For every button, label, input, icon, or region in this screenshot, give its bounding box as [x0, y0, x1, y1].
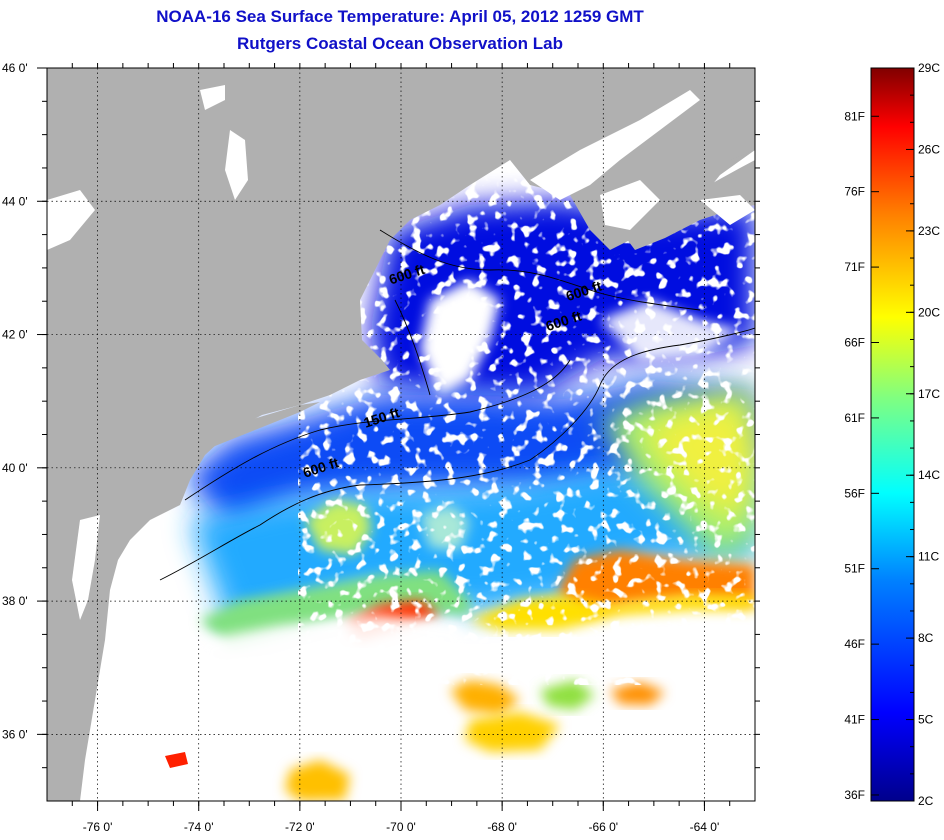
- colorbar-gradient: [870, 67, 915, 802]
- map-axes: -76 0' -74 0' -72 0' -70 0' -68 0' -66 0' -64 …: [2, 61, 760, 834]
- fahrenheit-tick-label: 56F: [844, 486, 865, 500]
- fahrenheit-tick-label: 76F: [844, 185, 865, 199]
- fahrenheit-tick-label: 36F: [844, 788, 865, 802]
- fahrenheit-tick-label: 61F: [844, 411, 865, 425]
- lon-tick-label: -66 0': [588, 820, 618, 834]
- land-cloud-patches: [47, 85, 755, 801]
- bathymetry-contours: [159, 229, 755, 581]
- fahrenheit-tick-label: 71F: [844, 260, 865, 274]
- lat-tick-label: 42 0': [2, 328, 28, 342]
- celsius-tick-label: 20C: [918, 305, 940, 319]
- fahrenheit-tick-label: 41F: [844, 713, 865, 727]
- celsius-tick-label: 11C: [918, 550, 939, 564]
- celsius-tick-label: 14C: [918, 468, 940, 482]
- lon-tick-label: -72 0': [285, 820, 315, 834]
- celsius-tick-label: 2C: [918, 794, 934, 808]
- lat-lon-grid: [47, 68, 755, 801]
- lat-tick-label: 40 0': [2, 461, 28, 475]
- lon-tick-label: -68 0': [487, 820, 517, 834]
- celsius-tick-label: 29C: [918, 61, 940, 75]
- lon-tick-label: -70 0': [386, 820, 416, 834]
- fahrenheit-tick-label: 46F: [844, 637, 865, 651]
- celsius-tick-label: 17C: [918, 387, 940, 401]
- lon-tick-label: -76 0': [83, 820, 113, 834]
- sst-field: [165, 190, 755, 801]
- map-title: NOAA-16 Sea Surface Temperature: April 0…: [156, 7, 644, 26]
- fahrenheit-tick-label: 66F: [844, 335, 865, 349]
- land-masses: [47, 68, 755, 801]
- lon-tick-label: -74 0': [184, 820, 214, 834]
- celsius-tick-label: 26C: [918, 142, 940, 156]
- colorbar: 29C 26C 23C 20C 17C 14C 11C 8C 5C 2C 81F 76F 71F 66F 6…: [844, 61, 940, 808]
- map-subtitle: Rutgers Coastal Ocean Observation Lab: [237, 34, 563, 53]
- lat-tick-label: 44 0': [2, 194, 28, 208]
- colorbar-ticks: 29C 26C 23C 20C 17C 14C 11C 8C 5C 2C 81F 76F 71F 66F 6…: [844, 61, 940, 808]
- fahrenheit-tick-label: 51F: [844, 562, 865, 576]
- celsius-tick-label: 5C: [918, 713, 934, 727]
- celsius-tick-label: 8C: [918, 631, 934, 645]
- lat-tick-label: 46 0': [2, 61, 28, 75]
- fahrenheit-tick-label: 81F: [844, 109, 865, 123]
- lon-tick-label: -64 0': [690, 820, 720, 834]
- lat-tick-label: 38 0': [2, 594, 28, 608]
- celsius-tick-label: 23C: [918, 224, 940, 238]
- lat-tick-label: 36 0': [2, 727, 28, 741]
